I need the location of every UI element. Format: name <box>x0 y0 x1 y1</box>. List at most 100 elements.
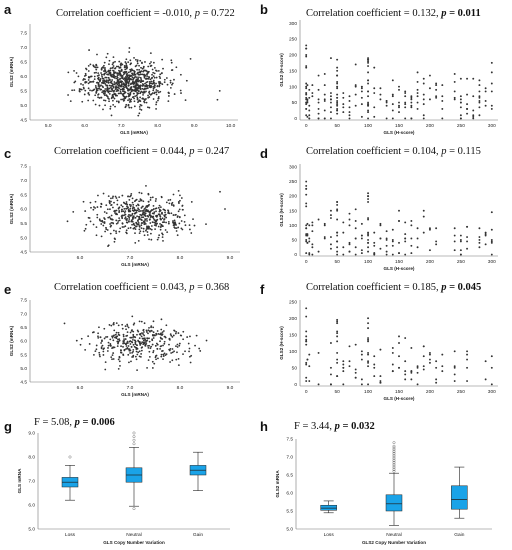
data-point <box>348 360 351 363</box>
data-point <box>120 83 123 85</box>
y-tick-label-e: 4.5 <box>20 380 27 386</box>
data-point <box>121 222 124 225</box>
y-tick-label-g: 8.0 <box>28 455 35 461</box>
data-point <box>144 215 147 217</box>
data-point <box>139 332 142 335</box>
data-point <box>122 341 125 343</box>
data-point <box>367 234 370 237</box>
data-point <box>133 212 136 215</box>
data-point <box>367 241 370 244</box>
data-point <box>152 217 155 220</box>
data-point <box>113 74 115 77</box>
data-point <box>130 192 133 195</box>
data-point <box>360 222 363 225</box>
data-point <box>147 346 150 349</box>
panel-d: d Correlation coefficient = 0.104, p = 0… <box>256 138 512 271</box>
data-point <box>192 218 194 220</box>
data-point <box>367 360 370 363</box>
data-point <box>119 85 122 88</box>
outlier-point <box>392 462 396 466</box>
panel-a: a Correlation coefficient = -0.010, p = … <box>0 0 256 138</box>
data-point <box>140 222 143 224</box>
data-point <box>145 81 148 84</box>
x-tick-label-h: Loss <box>324 532 335 538</box>
y-axis-label-c: GLS2 (mRNA) <box>9 193 14 224</box>
data-point <box>168 343 170 346</box>
data-point <box>124 75 127 78</box>
data-point <box>348 95 351 98</box>
data-point <box>142 93 144 96</box>
data-point <box>490 82 493 85</box>
data-point <box>157 81 160 83</box>
data-point <box>119 351 122 354</box>
y-tick-label-f: 250 <box>289 299 297 305</box>
data-point <box>466 77 469 80</box>
data-point <box>428 228 431 231</box>
data-point <box>404 117 407 120</box>
data-point <box>132 333 135 336</box>
data-point <box>490 383 493 386</box>
data-point <box>305 227 308 230</box>
x-tick-label-h: Neutral <box>386 532 401 538</box>
data-point <box>122 73 125 76</box>
data-point <box>107 90 110 93</box>
x-tick-label-f: 150 <box>395 389 403 395</box>
data-point <box>441 84 444 87</box>
data-point <box>118 360 121 363</box>
scatter-plot-a: 4.55.05.56.06.57.07.55.0 6.0 7.0 8.0 9.0 10.0… <box>9 24 238 135</box>
data-point <box>173 78 175 81</box>
data-point <box>137 351 140 354</box>
data-point <box>158 210 161 213</box>
data-point <box>95 64 98 67</box>
data-point <box>149 210 152 213</box>
data-point <box>112 358 115 360</box>
outlier-point <box>392 446 396 450</box>
annotation-h-prefix: F = 3.44, <box>294 421 335 432</box>
data-point <box>114 75 117 78</box>
data-point <box>121 323 124 326</box>
x-tick-label-g: Neutral <box>126 532 141 538</box>
data-point <box>121 208 123 211</box>
data-point <box>116 203 119 206</box>
data-point <box>114 333 117 336</box>
data-point <box>317 218 320 221</box>
data-point <box>92 99 95 102</box>
data-point <box>94 207 97 209</box>
data-point <box>130 106 133 109</box>
panel-label-e: e <box>4 282 12 297</box>
data-point <box>134 343 137 346</box>
data-point <box>163 214 166 217</box>
data-point <box>398 111 400 114</box>
annotation-a-p: p <box>194 8 200 19</box>
data-point <box>348 345 351 348</box>
data-point <box>305 114 308 117</box>
data-point <box>367 353 370 356</box>
data-point <box>152 75 155 78</box>
panel-label-c: c <box>4 146 12 161</box>
data-point <box>161 334 163 336</box>
data-point <box>124 225 127 228</box>
data-point <box>398 88 400 91</box>
data-point <box>143 234 146 237</box>
data-point <box>336 100 339 102</box>
data-point <box>138 232 141 235</box>
data-point <box>404 240 407 243</box>
data-point <box>128 47 131 49</box>
data-point <box>119 227 122 230</box>
data-point <box>94 350 97 353</box>
data-point <box>92 89 95 92</box>
data-point <box>453 73 456 75</box>
data-point <box>107 344 110 347</box>
data-point <box>373 252 376 255</box>
data-point <box>98 218 101 221</box>
data-point <box>125 82 128 85</box>
data-point <box>367 61 370 64</box>
data-point <box>138 76 140 79</box>
data-point <box>104 70 107 73</box>
data-point <box>354 227 357 230</box>
data-point <box>153 82 156 84</box>
data-point <box>121 205 124 208</box>
data-point <box>109 69 111 72</box>
data-point <box>157 225 160 228</box>
data-point <box>63 322 66 325</box>
